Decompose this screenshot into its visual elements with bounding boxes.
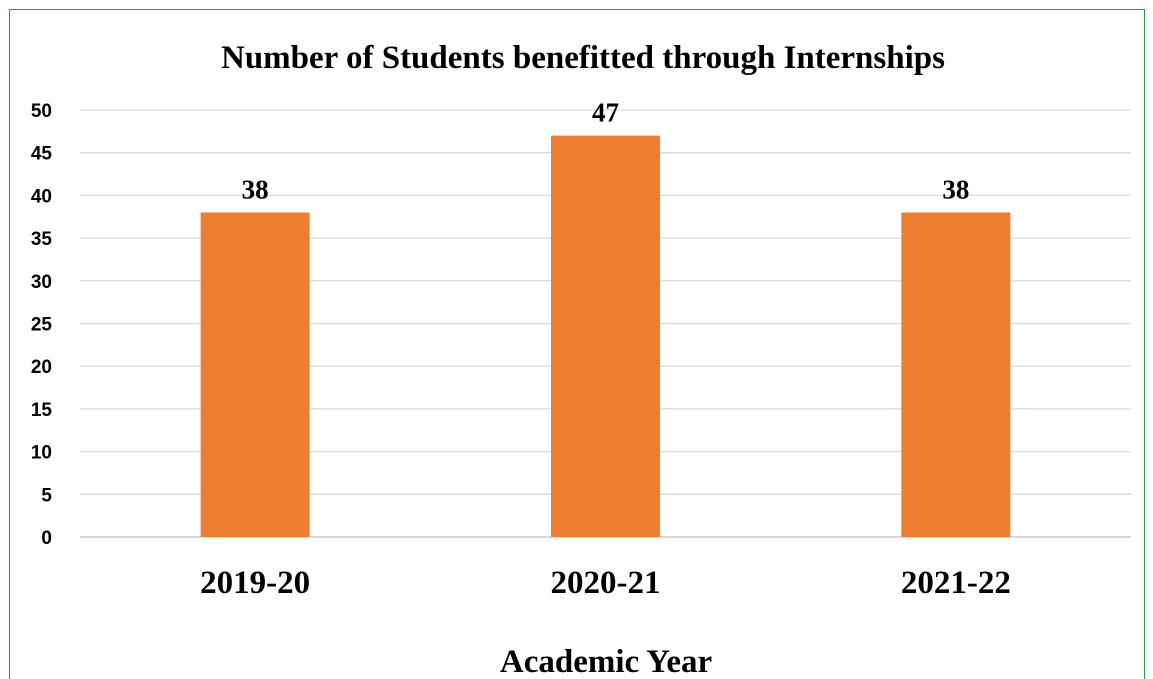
- y-tick-label: 50: [31, 101, 52, 122]
- y-tick-label: 25: [31, 315, 53, 336]
- x-tick-label: 2019-20: [200, 565, 310, 601]
- bars: [200, 135, 1011, 538]
- y-axis-ticks: 0 5 10 15 20 25 30 35 40 45 50: [31, 101, 53, 549]
- x-axis-label: Academic Year: [500, 644, 712, 673]
- data-label: 38: [242, 174, 269, 204]
- data-labels: 38 47 38: [242, 98, 970, 205]
- y-tick-label: 45: [31, 144, 53, 165]
- y-tick-label: 20: [31, 357, 52, 378]
- y-tick-label: 35: [31, 229, 53, 250]
- y-tick-label: 0: [41, 528, 52, 549]
- bar: [200, 212, 310, 538]
- y-tick-label: 5: [41, 485, 52, 506]
- y-tick-label: 10: [31, 443, 52, 464]
- y-tick-label: 15: [31, 400, 53, 421]
- chart-frame: [9, 9, 1145, 679]
- chart-title: Number of Students benefitted through In…: [221, 40, 945, 76]
- y-tick-label: 40: [31, 186, 52, 207]
- x-tick-label: 2020-21: [551, 565, 661, 601]
- bar: [901, 212, 1011, 538]
- x-tick-label: 2021-22: [901, 565, 1011, 601]
- data-label: 47: [592, 98, 619, 128]
- y-tick-label: 30: [31, 272, 52, 293]
- bar: [551, 135, 660, 537]
- x-axis-ticks: 2019-20 2020-21 2021-22: [200, 565, 1011, 601]
- data-label: 38: [942, 174, 969, 204]
